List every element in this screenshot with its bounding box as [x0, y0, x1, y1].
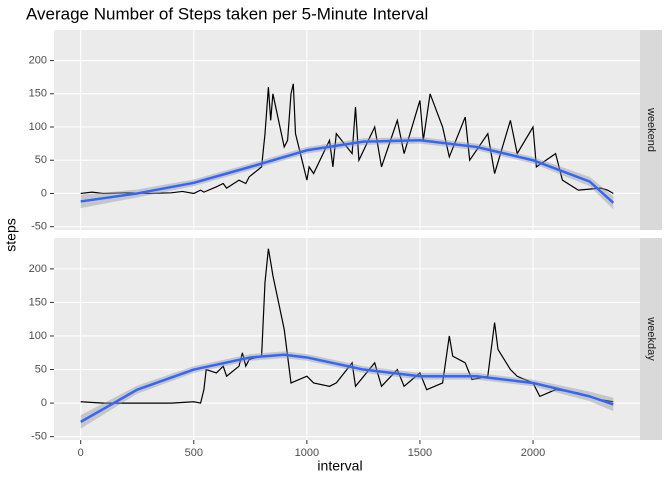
- y-tick-label: 50: [35, 363, 47, 375]
- chart-title: Average Number of Steps taken per 5-Minu…: [26, 4, 428, 23]
- strip: [640, 30, 662, 230]
- y-tick-label: 0: [41, 397, 47, 409]
- y-tick-label: 200: [29, 54, 47, 66]
- x-tick-label: 0: [78, 447, 84, 459]
- y-tick-label: 0: [41, 187, 47, 199]
- steps-line: [80, 248, 614, 404]
- y-tick-label: -50: [31, 431, 47, 443]
- steps-line: [80, 83, 614, 195]
- y-tick-label: 100: [29, 121, 47, 133]
- x-axis-label: interval: [317, 458, 362, 474]
- y-tick-label: 100: [29, 330, 47, 342]
- x-tick-label: 500: [185, 447, 203, 459]
- y-tick-label: -50: [31, 221, 47, 233]
- strip: [640, 238, 662, 440]
- smooth-line: [80, 139, 615, 204]
- panel-background: [54, 238, 640, 440]
- strip-label: weekend: [645, 107, 657, 152]
- y-tick-label: 150: [29, 296, 47, 308]
- y-axis-label: steps: [3, 218, 19, 251]
- y-tick-label: 150: [29, 88, 47, 100]
- x-tick-label: 1000: [295, 447, 319, 459]
- panel-background: [54, 30, 640, 230]
- y-tick-label: 200: [29, 263, 47, 275]
- smooth-line: [80, 353, 614, 423]
- y-tick-label: 50: [35, 154, 47, 166]
- x-tick-label: 2000: [521, 447, 545, 459]
- x-tick-label: 1500: [408, 447, 432, 459]
- strip-label: weekday: [645, 316, 657, 361]
